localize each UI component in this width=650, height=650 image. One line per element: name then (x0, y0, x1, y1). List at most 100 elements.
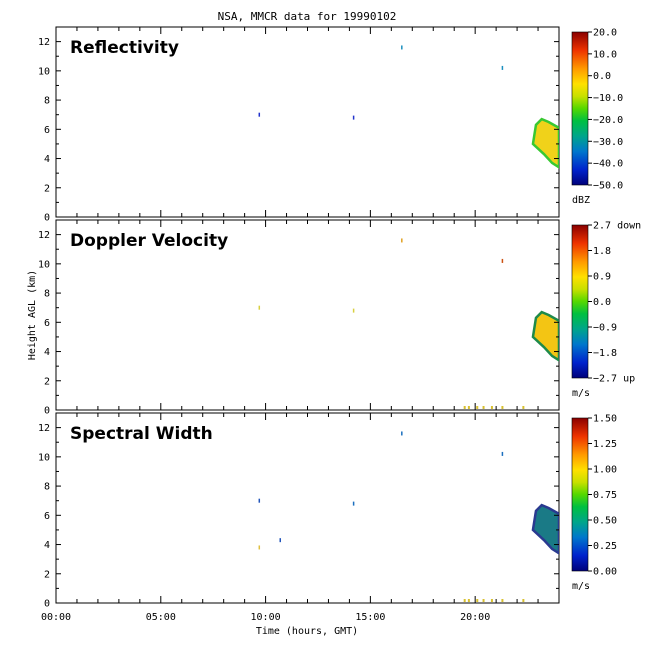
y-axis-label: Height AGL (km) (27, 270, 38, 360)
data-speck (258, 498, 261, 503)
panel-spectral-width: 0 2 4 6 8 10 12 Spectral Width 1.50 1.25 1.00 0.7… (38, 412, 617, 610)
data-speck (258, 305, 261, 310)
data-speck (352, 501, 355, 506)
ground-speck (501, 599, 504, 602)
x-ticks (55, 413, 560, 603)
y-tick-label: 8 (44, 289, 50, 300)
y-ticks: 0 2 4 6 8 10 12 (38, 412, 559, 610)
ground-speck (467, 406, 470, 409)
colorbar-tick-label: 1.50 (593, 414, 617, 425)
colorbar-tick-label: 20.0 (593, 28, 617, 39)
data-speck (501, 65, 504, 70)
y-tick-label: 10 (38, 259, 50, 270)
colorbar-tick-label: 0.00 (593, 567, 617, 578)
panel-title: Reflectivity (70, 38, 179, 58)
colorbar-ticks: 2.7 down 1.8 0.9 0.0 −0.9 −1.8 −2.7 up (588, 221, 641, 385)
panel-title: Doppler Velocity (70, 231, 228, 251)
colorbar-tick-label: 0.9 (593, 272, 611, 283)
panel-doppler-velocity: 0 2 4 6 8 10 12 Doppler Velocity 2.7 down 1.8 0.… (38, 219, 641, 417)
ground-speck (463, 599, 466, 602)
colorbar-tick-label: −0.9 (593, 323, 617, 334)
y-tick-label: 8 (44, 96, 50, 107)
y-tick-label: 6 (44, 125, 50, 136)
colorbar-tick-label: −10.0 (593, 93, 623, 104)
colorbar-tick-label: 1.25 (593, 439, 617, 450)
ground-speck (463, 406, 466, 409)
ground-speck (476, 599, 479, 602)
y-tick-label: 12 (38, 37, 50, 48)
x-tick-label: 20:00 (460, 612, 490, 623)
y-tick-label: 2 (44, 376, 50, 387)
colorbar-tick-label: 0.50 (593, 516, 617, 527)
plot-frame (55, 219, 560, 411)
cloud-region (258, 238, 559, 409)
colorbar (571, 417, 589, 572)
y-tick-label: 4 (44, 347, 50, 358)
ground-speck (522, 599, 525, 602)
y-tick-label: 6 (44, 318, 50, 329)
y-tick-label: 2 (44, 569, 50, 580)
colorbar-tick-label: 1.8 (593, 246, 611, 257)
y-tick-label: 10 (38, 452, 50, 463)
colorbar-tick-label: 2.7 down (593, 221, 641, 232)
data-speck (401, 238, 403, 243)
colorbar-tick-label: 0.25 (593, 541, 617, 552)
ground-speck (522, 406, 525, 409)
colorbar-unit: m/s (572, 581, 590, 592)
colorbar-tick-label: 1.00 (593, 465, 617, 476)
cloud-echo (531, 503, 559, 555)
plot-frame (55, 26, 560, 218)
colorbar-tick-label: −50.0 (593, 181, 623, 192)
y-tick-label: 4 (44, 154, 50, 165)
cloud-echo (531, 310, 559, 362)
y-tick-label: 0 (44, 599, 50, 610)
ground-speck (482, 599, 485, 602)
x-tick-label: 10:00 (251, 612, 281, 623)
colorbar-tick-label: 0.75 (593, 490, 617, 501)
y-tick-label: 6 (44, 511, 50, 522)
y-tick-label: 0 (44, 406, 50, 417)
data-speck (401, 45, 403, 50)
x-tick-labels: 00:00 05:00 10:00 15:00 20:00 (41, 612, 490, 623)
colorbar-tick-label: −30.0 (593, 137, 623, 148)
colorbar-tick-label: 10.0 (593, 49, 617, 60)
x-tick-label: 15:00 (355, 612, 385, 623)
y-tick-label: 0 (44, 213, 50, 224)
ground-speck (482, 406, 485, 409)
data-speck (501, 258, 504, 263)
data-speck (279, 538, 282, 543)
y-tick-label: 12 (38, 423, 50, 434)
colorbar-tick-label: −2.7 up (593, 374, 635, 385)
colorbar-unit: dBZ (572, 195, 590, 206)
cloud-region (258, 45, 559, 169)
cloud-region (258, 431, 559, 602)
panel-reflectivity: 0 2 4 6 8 10 12 Reflectivity 20.0 10.0 0.0 −10.0 −… (38, 26, 623, 224)
colorbar-unit: m/s (572, 388, 590, 399)
data-speck (258, 545, 261, 550)
colorbar-ticks: 1.50 1.25 1.00 0.75 0.50 0.25 0.00 (588, 414, 617, 578)
ground-speck (490, 406, 493, 409)
x-ticks (55, 220, 560, 410)
panel-title: Spectral Width (70, 424, 213, 444)
colorbar (571, 224, 589, 379)
y-tick-label: 2 (44, 183, 50, 194)
data-speck (352, 308, 355, 313)
data-speck (352, 115, 355, 120)
ground-speck (501, 406, 504, 409)
y-tick-label: 10 (38, 66, 50, 77)
ground-speck (490, 599, 493, 602)
figure-title: NSA, MMCR data for 19990102 (218, 10, 397, 23)
colorbar-tick-label: 0.0 (593, 297, 611, 308)
y-tick-label: 12 (38, 230, 50, 241)
x-tick-label: 00:00 (41, 612, 71, 623)
colorbar-tick-label: −20.0 (593, 115, 623, 126)
colorbar-ticks: 20.0 10.0 0.0 −10.0 −20.0 −30.0 −40.0 −50.0 (588, 28, 623, 192)
data-speck (401, 431, 403, 436)
data-speck (501, 451, 504, 456)
colorbar-tick-label: 0.0 (593, 71, 611, 82)
y-tick-label: 8 (44, 482, 50, 493)
x-tick-label: 05:00 (146, 612, 176, 623)
x-axis-label: Time (hours, GMT) (256, 626, 358, 637)
colorbar-tick-label: −40.0 (593, 159, 623, 170)
y-tick-label: 4 (44, 540, 50, 551)
